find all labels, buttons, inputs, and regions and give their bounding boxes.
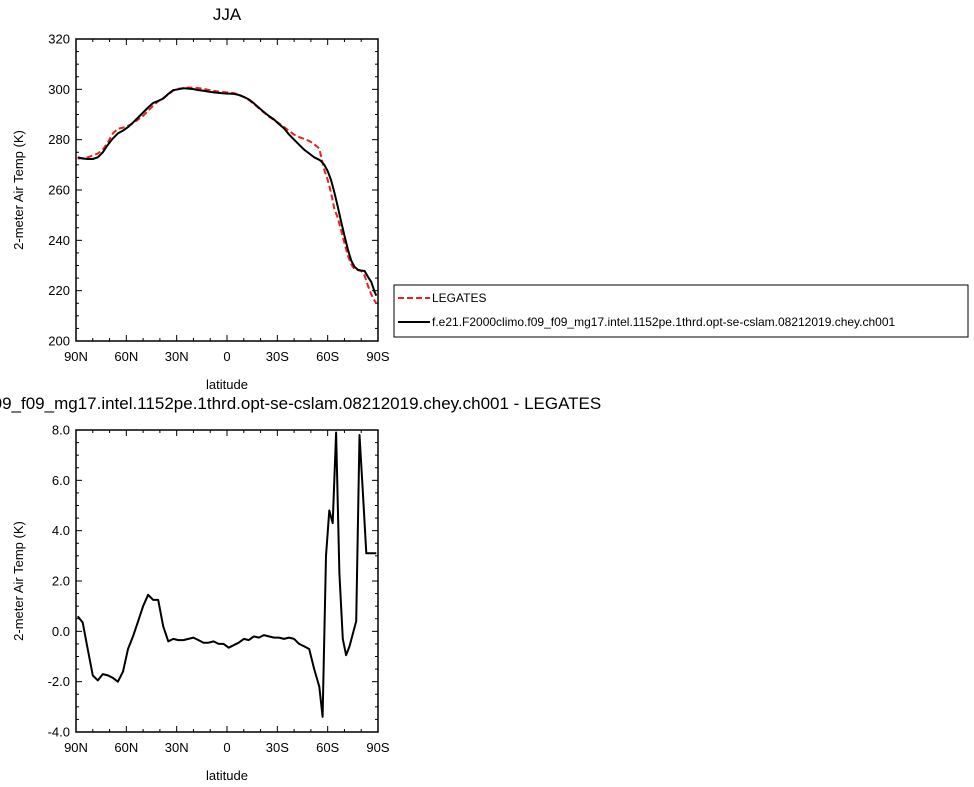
bottom-y-tick-label: -4.0 <box>48 725 70 740</box>
bottom-panel: f.e21.F2000climo.f09_f09_mg17.intel.1152… <box>0 394 601 783</box>
top-x-axis-label: latitude <box>206 377 248 392</box>
legend: LEGATES f.e21.F2000climo.f09_f09_mg17.in… <box>393 284 969 338</box>
top-series-line-0 <box>77 86 378 304</box>
bottom-x-tick-label: 90S <box>366 740 389 755</box>
bottom-y-tick-label: -2.0 <box>48 674 70 689</box>
top-series-line-1 <box>77 87 378 297</box>
top-panel: JJA 90N 60N 30N 0 30S 60S 90S 200 220 240 260 280 30… <box>11 5 969 392</box>
top-y-tick-label: 220 <box>48 283 70 298</box>
bottom-ticks: 90N 60N 30N 0 30S 60S 90S -4.0 -2.0 0.0 2.0 4.0 6.0 8… <box>48 423 390 756</box>
top-y-tick-label: 280 <box>48 132 70 147</box>
bottom-x-tick-label: 0 <box>223 740 230 755</box>
top-y-tick-label: 260 <box>48 183 70 198</box>
top-x-tick-label: 60N <box>114 349 138 364</box>
top-plot-area <box>77 86 378 304</box>
top-x-tick-label: 30N <box>165 349 189 364</box>
top-x-tick-label: 60S <box>316 349 339 364</box>
top-x-tick-label: 90N <box>64 349 88 364</box>
legend-label-model: f.e21.F2000climo.f09_f09_mg17.intel.1152… <box>432 315 896 329</box>
top-plot-frame <box>75 38 379 342</box>
top-y-tick-label: 240 <box>48 233 70 248</box>
bottom-x-tick-label: 60N <box>114 740 138 755</box>
bottom-chart-title: f.e21.F2000climo.f09_f09_mg17.intel.1152… <box>0 394 601 413</box>
bottom-y-axis-label: 2-meter Air Temp (K) <box>11 521 26 641</box>
bottom-plot-frame <box>75 429 379 733</box>
top-x-tick-label: 30S <box>266 349 289 364</box>
top-y-tick-label: 300 <box>48 82 70 97</box>
bottom-plot-area <box>76 431 377 718</box>
bottom-x-tick-label: 90N <box>64 740 88 755</box>
legend-box <box>393 284 969 338</box>
top-y-tick-label: 320 <box>48 32 70 47</box>
bottom-y-tick-label: 0.0 <box>52 624 70 639</box>
top-x-tick-label: 90S <box>366 349 389 364</box>
bottom-y-tick-label: 4.0 <box>52 523 70 538</box>
bottom-y-tick-label: 2.0 <box>52 574 70 589</box>
bottom-x-tick-label: 30S <box>266 740 289 755</box>
bottom-y-tick-label: 8.0 <box>52 423 70 438</box>
top-ticks: 90N 60N 30N 0 30S 60S 90S 200 220 240 260 280 300 320 <box>48 32 390 365</box>
bottom-series-line-0 <box>76 431 377 718</box>
top-y-axis-label: 2-meter Air Temp (K) <box>11 130 26 250</box>
top-chart-title: JJA <box>213 5 242 24</box>
top-y-tick-label: 200 <box>48 334 70 349</box>
legend-label-legates: LEGATES <box>432 291 486 305</box>
top-x-tick-label: 0 <box>223 349 230 364</box>
bottom-x-axis-label: latitude <box>206 768 248 783</box>
bottom-y-tick-label: 6.0 <box>52 473 70 488</box>
bottom-x-tick-label: 60S <box>316 740 339 755</box>
bottom-x-tick-label: 30N <box>165 740 189 755</box>
